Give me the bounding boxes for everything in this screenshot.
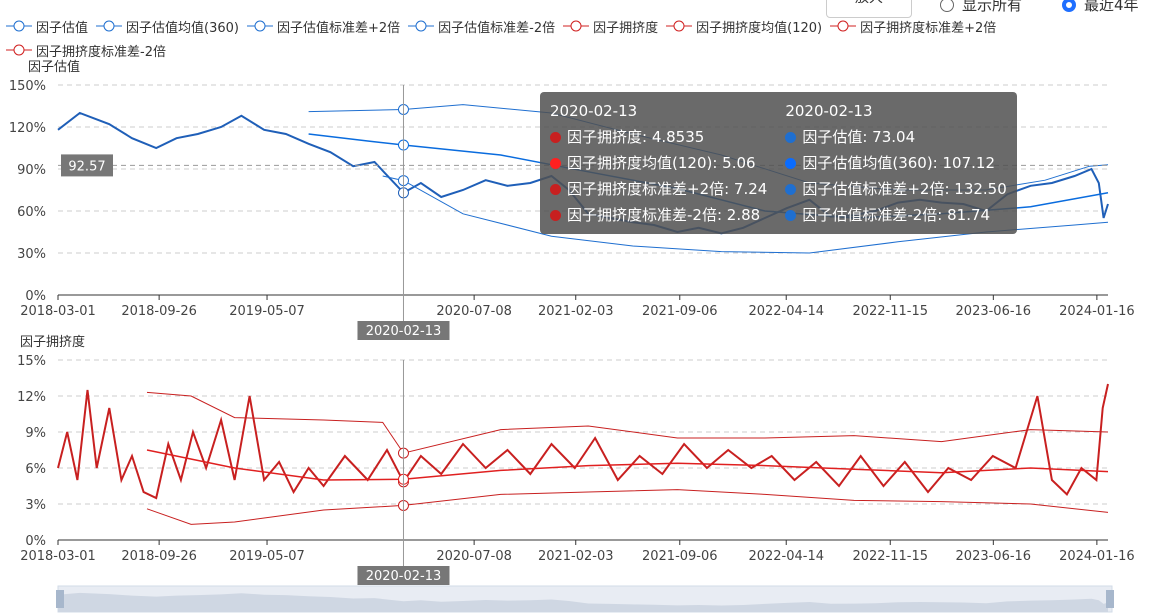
y-tick-label: 9% (25, 426, 46, 441)
zoom-button[interactable]: 放大 (826, 0, 912, 18)
series-dot-icon (785, 158, 797, 169)
legend-item[interactable]: 因子拥挤度均值(120) (666, 17, 822, 36)
legend-line-circle-icon (563, 20, 590, 32)
x-tick-label: 2018-09-26 (121, 304, 197, 319)
series-line (146, 449, 1109, 481)
legend-line-circle-icon (6, 20, 32, 32)
x-tick-label: 2019-05-07 (229, 304, 305, 319)
tooltip-item: 因子估值: 73.04 (785, 124, 1006, 150)
y-tick-label: 6% (25, 462, 46, 477)
legend-item[interactable]: 因子拥挤度 (563, 17, 658, 36)
tooltip: 2020-02-13 因子拥挤度: 4.8535 因子拥挤度均值(120): 5.… (540, 92, 1017, 234)
x-tick-label: 2021-02-03 (538, 549, 614, 564)
legend-line-circle-icon (96, 20, 123, 32)
series-line (146, 391, 1109, 454)
tooltip-item: 因子拥挤度: 4.8535 (550, 124, 767, 150)
radio-show-all[interactable]: 显示所有 (940, 0, 1022, 15)
legend: 因子估值 因子估值均值(360) 因子估值标准差+2倍 因子估值标准差-2倍 因子拥挤度… (6, 17, 1156, 60)
legend-item[interactable]: 因子拥挤度标准差+2倍 (830, 17, 996, 36)
y-tick-label: 30% (17, 247, 46, 262)
tooltip-item: 因子拥挤度标准差-2倍: 2.88 (550, 202, 767, 228)
legend-item[interactable]: 因子估值均值(360) (96, 17, 239, 36)
series-dot-icon (785, 184, 797, 195)
tooltip-date: 2020-02-13 (785, 102, 873, 120)
radio-icon (940, 0, 954, 12)
x-tick-label: 2021-09-06 (642, 304, 718, 319)
legend-line-circle-icon (666, 20, 693, 32)
legend-item[interactable]: 因子估值 (6, 17, 88, 36)
tooltip-item: 因子估值标准差+2倍: 132.50 (785, 176, 1007, 202)
tooltip-crowding: 2020-02-13 因子拥挤度: 4.8535 因子拥挤度均值(120): 5.… (550, 98, 767, 228)
y-tick-label: 120% (9, 121, 46, 136)
legend-item[interactable]: 因子估值标准差+2倍 (246, 17, 400, 36)
tooltip-item: 因子拥挤度均值(120): 5.06 (550, 150, 767, 176)
crosshair-y-text: 92.57 (68, 159, 105, 174)
y-tick-label: 90% (17, 163, 46, 178)
crosshair-x-label (357, 566, 450, 585)
x-tick-label: 2018-03-01 (20, 304, 96, 319)
tooltip-item: 因子估值标准差-2倍: 81.74 (785, 202, 1006, 228)
tooltip-valuation: 2020-02-13 因子估值: 73.04 因子估值均值(360): 107.1… (785, 98, 1007, 228)
y-tick-label: 150% (9, 79, 46, 94)
y-tick-label: 0% (25, 289, 46, 304)
y-tick-label: 3% (25, 498, 46, 513)
x-tick-label: 2019-05-07 (229, 549, 305, 564)
datazoom-preview (58, 592, 1108, 612)
y-tick-label: 15% (17, 354, 46, 369)
x-tick-label: 2024-01-16 (1059, 549, 1135, 564)
x-tick-label: 2024-01-16 (1059, 304, 1135, 319)
series-dot-icon (785, 132, 797, 143)
x-tick-label: 2018-09-26 (121, 549, 197, 564)
series-dot-icon (550, 210, 561, 221)
x-tick-label: 2020-07-08 (436, 549, 512, 564)
series-dot-icon (785, 210, 797, 221)
y-tick-label: 60% (17, 205, 46, 220)
tooltip-date: 2020-02-13 (550, 102, 638, 120)
legend-line-circle-icon (246, 20, 273, 32)
crosshair-x-text: 2020-02-13 (366, 569, 442, 584)
tooltip-item: 因子估值均值(360): 107.12 (785, 150, 1006, 176)
y-axis-title: 因子估值 (28, 59, 80, 75)
legend-item[interactable]: 因子估值标准差-2倍 (408, 17, 555, 36)
x-tick-label: 2022-04-14 (748, 549, 824, 564)
x-tick-label: 2022-11-15 (852, 549, 928, 564)
series-dot-icon (550, 158, 561, 169)
y-tick-label: 0% (25, 534, 46, 549)
legend-line-circle-icon (408, 20, 435, 32)
crosshair-y-label (61, 154, 113, 177)
x-tick-label: 2022-11-15 (852, 304, 928, 319)
x-tick-label: 2023-06-16 (956, 549, 1032, 564)
datazoom-handle[interactable] (1106, 590, 1114, 608)
x-tick-label: 2021-02-03 (538, 304, 614, 319)
crosshair-x-text: 2020-02-13 (366, 324, 442, 339)
series-line (57, 383, 1109, 500)
y-axis-title: 因子拥挤度 (20, 334, 85, 350)
tooltip-item: 因子拥挤度标准差+2倍: 7.24 (550, 176, 767, 202)
y-tick-label: 12% (17, 390, 46, 405)
x-tick-label: 2023-06-16 (956, 304, 1032, 319)
radio-selected-icon (1062, 0, 1076, 12)
x-tick-label: 2022-04-14 (748, 304, 824, 319)
legend-item[interactable]: 因子拥挤度标准差-2倍 (6, 41, 166, 60)
legend-line-circle-icon (830, 20, 857, 32)
x-tick-label: 2021-09-06 (642, 549, 718, 564)
radio-recent-4y[interactable]: 最近4年 (1062, 0, 1139, 15)
legend-line-circle-icon (6, 44, 32, 56)
x-tick-label: 2020-07-08 (436, 304, 512, 319)
x-tick-label: 2018-03-01 (20, 549, 96, 564)
datazoom-handle[interactable] (56, 590, 64, 608)
crosshair-x-label (357, 321, 450, 340)
series-dot-icon (550, 132, 561, 143)
series-line (146, 489, 1109, 525)
series-dot-icon (550, 184, 561, 195)
